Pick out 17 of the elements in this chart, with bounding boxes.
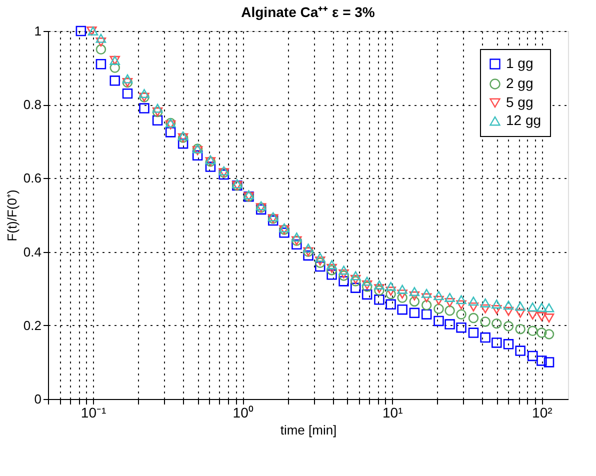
chart-title: Alginate Ca⁺⁺ ε = 3% (241, 4, 376, 20)
y-tick-label: 0.6 (23, 170, 42, 186)
y-tick-label: 0.2 (23, 318, 42, 333)
x-tick-label: 10¹ (382, 404, 404, 420)
y-tick-label: 1 (34, 24, 42, 38)
legend-label: 2 gg (506, 75, 534, 91)
legend-label: 5 gg (506, 94, 534, 110)
legend-label: 12 gg (506, 112, 542, 128)
y-axis-title: F(t)/F(0⁺) (4, 190, 20, 242)
x-tick-label: 10⁰ (232, 404, 254, 420)
y-tick-label: 0.8 (23, 97, 42, 112)
x-axis-title: time [min] (280, 422, 337, 438)
x-tick-label: 10⁻¹ (80, 404, 106, 420)
legend-label: 1 gg (506, 55, 534, 71)
x-tick-label: 10² (532, 404, 553, 420)
y-tick-label: 0 (34, 392, 42, 406)
y-tick-label: 0.4 (23, 244, 42, 260)
